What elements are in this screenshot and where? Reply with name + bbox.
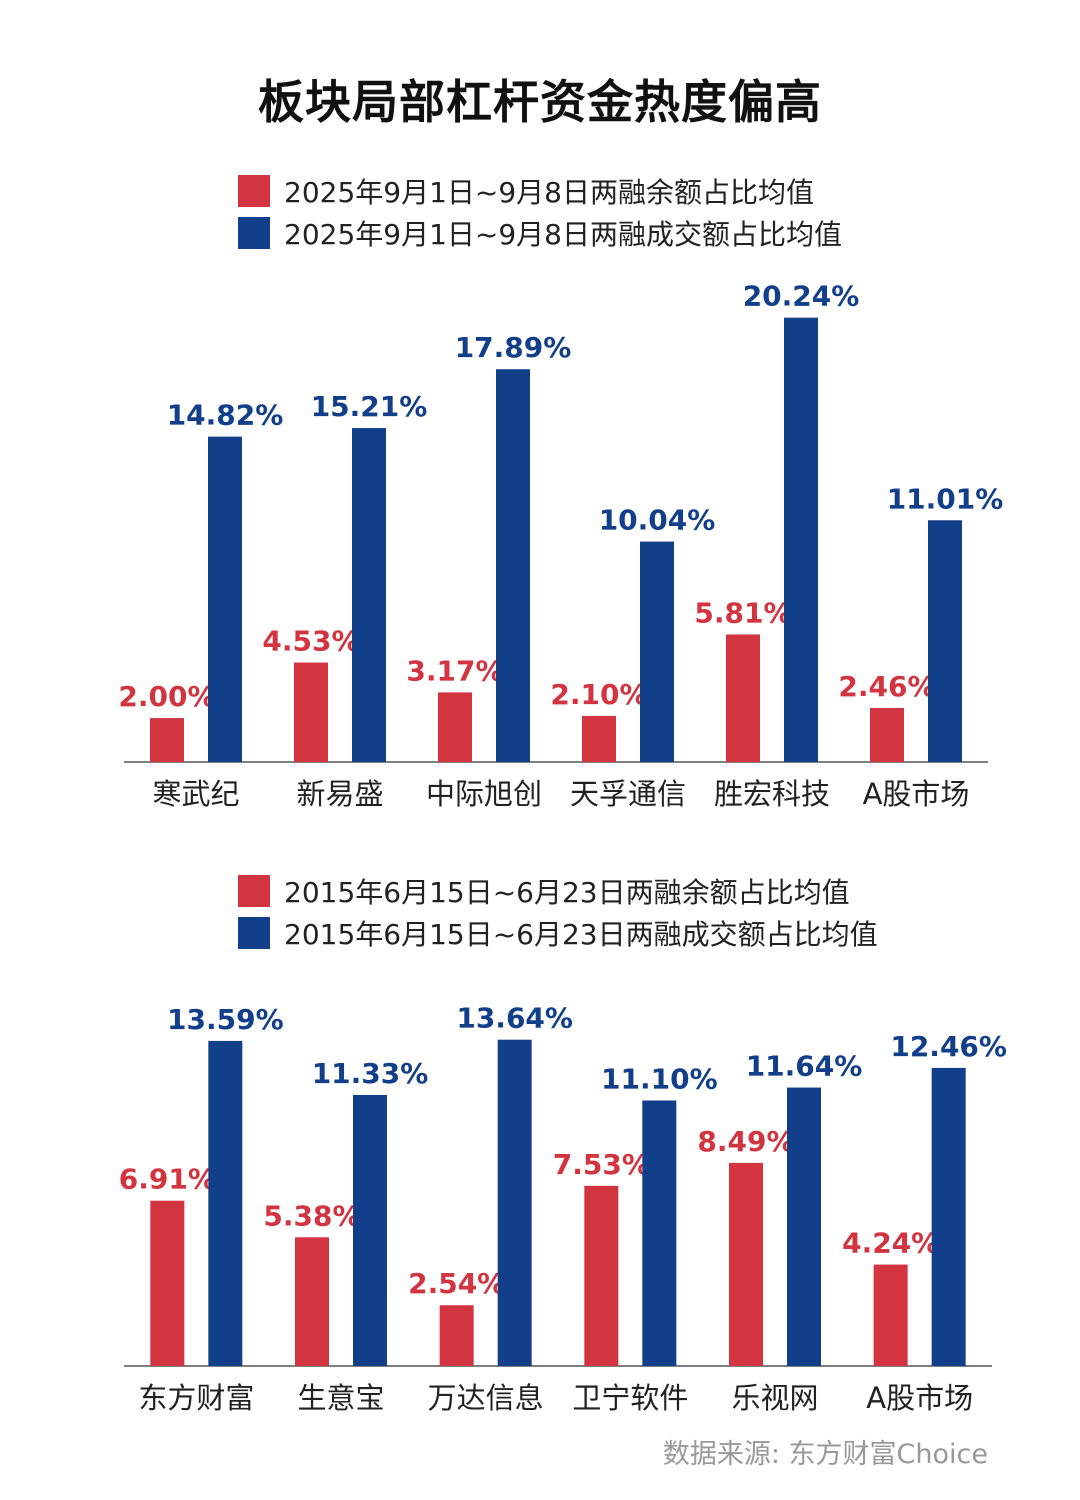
data-label: 12.46% (890, 1030, 1007, 1063)
data-label: 20.24% (743, 280, 860, 313)
data-label: 11.10% (601, 1062, 718, 1095)
data-label: 4.24% (842, 1227, 939, 1260)
page-title: 板块局部杠杆资金热度偏高 (258, 75, 822, 129)
category-label: 东方财富 (138, 1381, 254, 1415)
bar-margin-balance (870, 707, 904, 762)
data-label: 2.10% (550, 678, 647, 711)
data-label: 4.53% (262, 625, 359, 658)
bar-margin-balance (873, 1264, 908, 1366)
category-label: A股市场 (863, 777, 970, 811)
legend-item-margin-turnover: 2015年6月15日~6月23日两融成交额占比均值 (238, 912, 878, 954)
bar-margin-balance (582, 715, 616, 762)
category-label: 万达信息 (428, 1381, 544, 1415)
bar-chart-2025: 2.00% 14.82% 寒武纪 4.53% 15.21% 新易盛 3.17% 17.89% 中… (118, 280, 1004, 811)
legend-swatch-blue (238, 217, 270, 249)
category-label: 生意宝 (297, 1381, 384, 1415)
legend-item-margin-turnover: 2025年9月1日~9月8日两融成交额占比均值 (238, 212, 842, 254)
data-label: 13.64% (456, 1002, 573, 1035)
bar-margin-balance (294, 662, 328, 762)
data-label: 17.89% (455, 331, 572, 364)
category-label: 胜宏科技 (714, 777, 830, 811)
data-label: 3.17% (406, 654, 503, 687)
bar-margin-turnover (208, 436, 242, 762)
bar-margin-balance (584, 1185, 619, 1366)
category-label: A股市场 (866, 1381, 973, 1415)
data-label: 10.04% (599, 504, 716, 537)
legend-label: 2025年9月1日~9月8日两融余额占比均值 (284, 176, 814, 209)
data-label: 11.33% (312, 1057, 429, 1090)
bar-margin-turnover (642, 1100, 677, 1366)
category-label: 卫宁软件 (572, 1381, 688, 1415)
legend-label: 2015年6月15日~6月23日两融成交额占比均值 (284, 918, 878, 951)
category-label: 天孚通信 (570, 777, 686, 811)
bar-margin-turnover (208, 1040, 243, 1366)
bar-margin-balance (729, 1162, 763, 1366)
data-label: 5.81% (694, 596, 791, 629)
legend-label: 2025年9月1日~9月8日两融成交额占比均值 (284, 218, 842, 251)
data-label: 14.82% (167, 399, 284, 432)
legend-item-margin-balance: 2015年6月15日~6月23日两融余额占比均值 (238, 870, 878, 912)
legend-swatch-red (238, 175, 270, 207)
bar-margin-balance (439, 1305, 474, 1366)
data-label: 11.01% (887, 482, 1004, 515)
bar-margin-balance (726, 634, 760, 762)
category-label: 乐视网 (731, 1381, 818, 1415)
legend-swatch-blue (238, 917, 270, 949)
data-label: 13.59% (167, 1003, 284, 1036)
bar-margin-turnover (928, 520, 962, 762)
data-label: 5.38% (263, 1199, 360, 1232)
bar-margin-balance (295, 1237, 329, 1366)
bar-margin-turnover (640, 541, 674, 762)
bar-margin-balance (438, 692, 472, 762)
source-note: 数据来源: 东方财富Choice (662, 1439, 988, 1470)
bar-margin-turnover (496, 369, 530, 762)
bar-margin-turnover (497, 1039, 532, 1366)
category-label: 中际旭创 (426, 777, 542, 811)
data-label: 2.54% (408, 1267, 505, 1300)
legend-item-margin-balance: 2025年9月1日~9月8日两融余额占比均值 (238, 170, 842, 212)
category-label: 新易盛 (296, 777, 383, 811)
data-label: 6.91% (119, 1163, 216, 1196)
bar-margin-turnover (352, 428, 386, 762)
bar-margin-turnover (787, 1087, 821, 1366)
bar-chart-2015: 6.91% 13.59% 东方财富 5.38% 11.33% 生意宝 2.54% 13.64%… (119, 1002, 1007, 1415)
data-label: 2.00% (118, 680, 215, 713)
legend-swatch-red (238, 875, 270, 907)
category-label: 寒武纪 (152, 777, 239, 811)
bar-margin-turnover (353, 1094, 387, 1366)
data-label: 8.49% (697, 1125, 794, 1158)
data-label: 2.46% (838, 670, 935, 703)
data-label: 11.64% (746, 1050, 863, 1083)
bar-margin-balance (150, 1200, 185, 1366)
legend-label: 2015年6月15日~6月23日两融余额占比均值 (284, 876, 850, 909)
legend-chart-1: 2025年9月1日~9月8日两融余额占比均值 2025年9月1日~9月8日两融成… (238, 170, 842, 254)
legend-chart-2: 2015年6月15日~6月23日两融余额占比均值 2015年6月15日~6月23… (238, 870, 878, 954)
data-label: 15.21% (311, 390, 428, 423)
bar-margin-balance (150, 718, 184, 762)
data-label: 7.53% (553, 1148, 650, 1181)
bar-margin-turnover (784, 317, 818, 762)
bar-margin-turnover (931, 1067, 966, 1366)
